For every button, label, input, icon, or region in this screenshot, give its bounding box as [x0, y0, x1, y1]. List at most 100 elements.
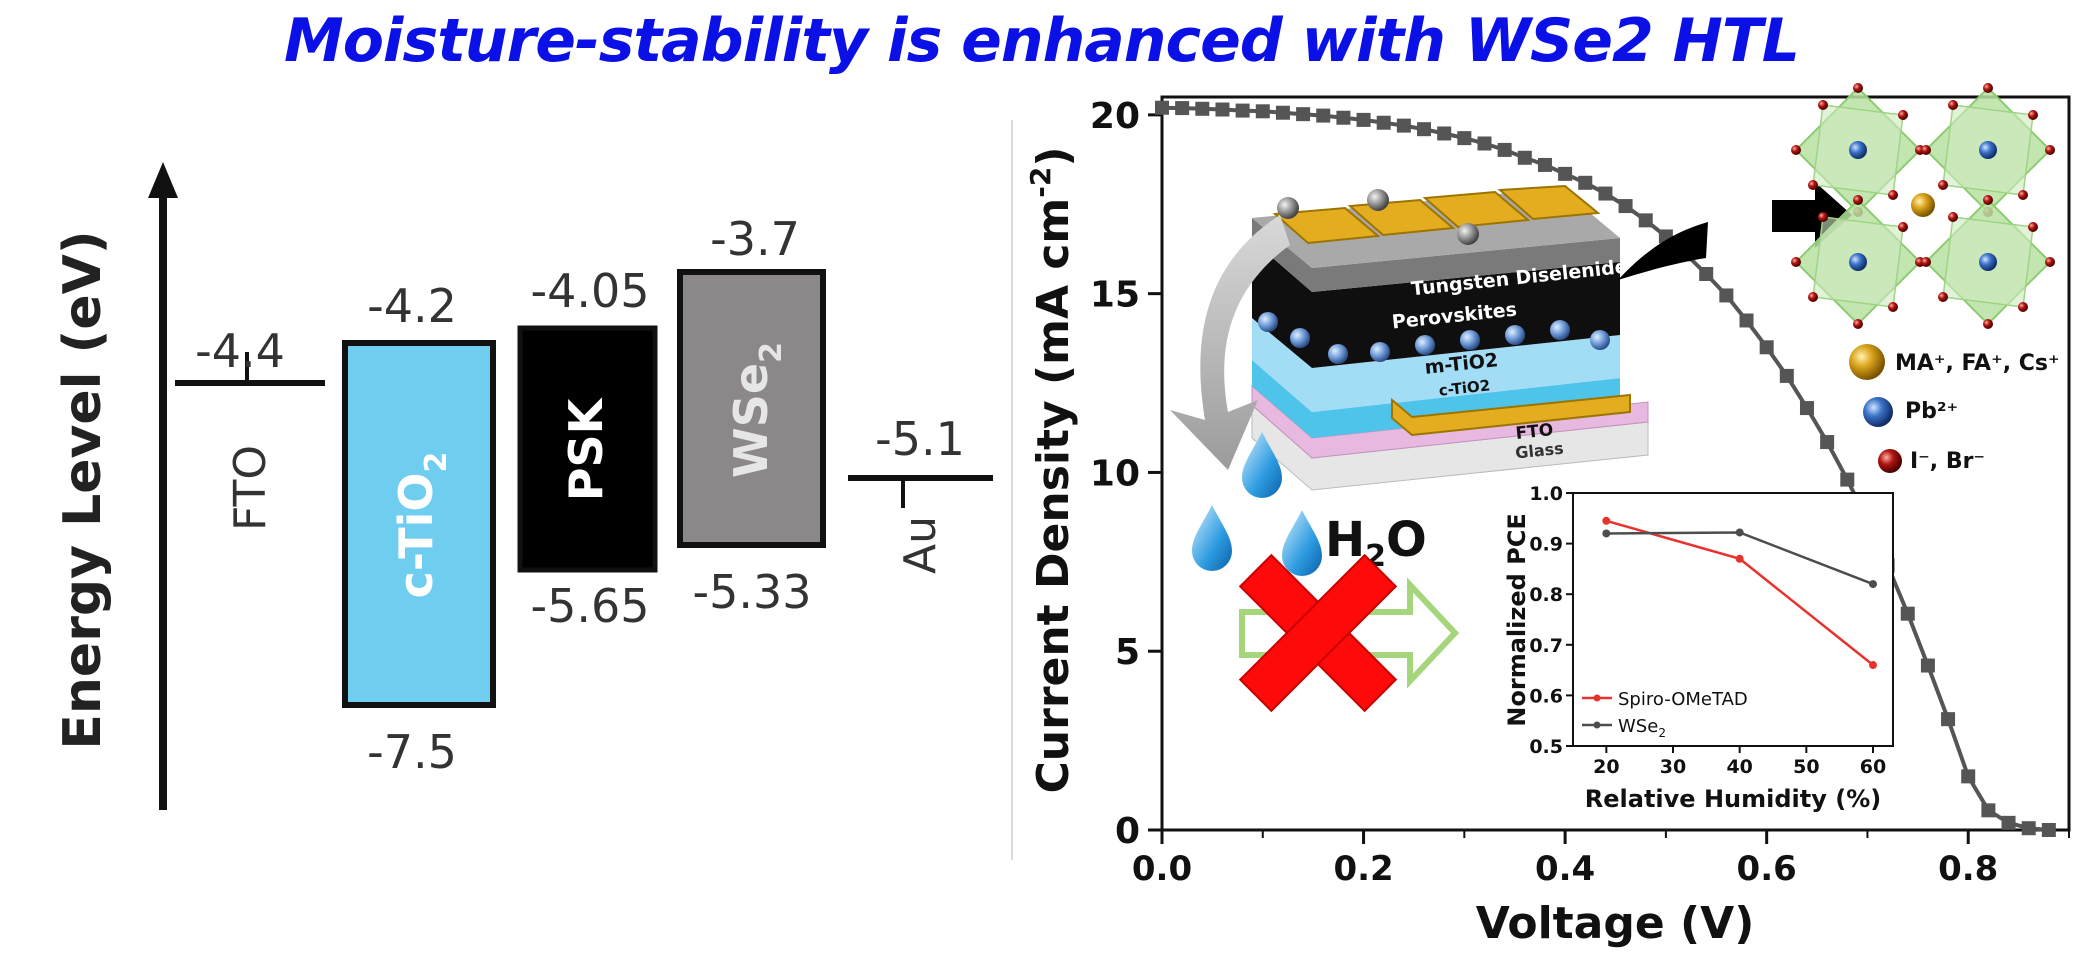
jv-data-point [1598, 186, 1613, 201]
wse2-band-top-value: -3.7 [710, 212, 800, 266]
perovskite-layer [1252, 240, 1620, 368]
energy-axis-label: Energy Level (eV) [53, 230, 113, 749]
inset-legend-marker-wse2 [1593, 721, 1601, 729]
au-level-value: -5.1 [875, 412, 965, 466]
wse2-band-name: WSe [724, 363, 778, 478]
callout-swoosh [1618, 222, 1708, 280]
jv-data-point [1840, 472, 1855, 487]
jv-y-axis-label-main: Current Density (mA cm [1028, 198, 1079, 794]
jv-data-point [1578, 175, 1593, 190]
red-cross-icon [1238, 553, 1398, 713]
jv-x-tick-label: 0.0 [1132, 849, 1192, 889]
b-site-ion-icon [1979, 141, 1997, 159]
jv-data-point [1517, 150, 1532, 165]
inset-legend-label-wse2-main: WSe [1618, 716, 1658, 737]
inset-legend: Spiro-OMeTAD WSe2 [1582, 689, 1748, 740]
ion-legend-label-2: Pb²⁺ [1905, 399, 1958, 424]
energy-axis-arrowhead [148, 162, 178, 198]
water-ingress-arrow-icon [1170, 215, 1290, 470]
electrode-1 [1272, 206, 1381, 245]
jv-y-axis-label: Current Density (mA cm-2) [1024, 146, 1079, 793]
inset-legend-marker-spiro [1593, 694, 1601, 702]
jv-data-point [1739, 313, 1754, 328]
fto-layer-label: FTO [1515, 420, 1555, 444]
a-site-cation-icon [1911, 193, 1935, 217]
jv-data-point [1920, 658, 1935, 673]
wse2-band-label: WSe2 [724, 342, 789, 478]
jv-data-point [1799, 401, 1814, 416]
jv-data-point [1820, 435, 1835, 450]
inset-legend-label-wse2: WSe2 [1618, 716, 1666, 740]
x-site-ion-icon [1853, 83, 1863, 93]
jv-y-tick-label: 5 [1115, 632, 1140, 673]
jv-data-point [1195, 101, 1210, 116]
jv-y-tick-label: 15 [1090, 275, 1140, 316]
inset-series-markers [1602, 516, 1877, 670]
jv-data-point [2041, 823, 2056, 837]
inset-background [1573, 493, 1893, 746]
inset-y-tick-label: 0.7 [1529, 635, 1563, 657]
surface-sphere-1 [1277, 197, 1299, 219]
ctio2-layer [1252, 360, 1620, 438]
inset-ticks: 20 30 40 50 60 0.5 0.6 0.7 0.8 0.9 1.0 [1529, 483, 1886, 778]
electrode-3 [1422, 190, 1531, 229]
water-drops [1192, 432, 1322, 576]
jv-data-point [1759, 340, 1774, 355]
jv-data-point [1215, 102, 1230, 117]
jv-data-point [1779, 368, 1794, 383]
inset-y-tick-label: 0.8 [1529, 584, 1563, 606]
surface-sphere-2 [1367, 189, 1389, 211]
jv-data-point [1457, 131, 1472, 146]
inset-plot-frame [1572, 492, 1894, 747]
ctio2-band [342, 340, 496, 708]
inset-y-tick-label: 0.9 [1529, 534, 1563, 556]
gold-sphere-icon [1849, 344, 1885, 380]
x-site-ion-icon [1791, 257, 1801, 267]
inset-pce-chart: 20 30 40 50 60 0.5 0.6 0.7 0.8 0.9 1.0 Relative Hu… [1503, 483, 1894, 813]
jv-data-point [1336, 110, 1351, 125]
x-site-ion-icon [2018, 302, 2028, 312]
x-site-ion-icon [1938, 292, 1948, 302]
jv-data-point [1417, 122, 1432, 137]
inset-y-tick-label: 0.5 [1529, 736, 1563, 758]
jv-data-point [1356, 112, 1371, 127]
ion-legend: MA⁺, FA⁺, Cs⁺ Pb²⁺ I⁻, Br⁻ [1849, 344, 2060, 474]
energy-diagram: Energy Level (eV) -4.4 FTO -4.2 -7.5 c-T… [53, 162, 993, 810]
inset-y-tick-label: 1.0 [1529, 483, 1563, 505]
inset-data-point [1602, 529, 1611, 538]
x-site-ion-icon [1948, 100, 1958, 110]
jv-x-tick-label: 0.8 [1938, 849, 1998, 889]
jv-data-point [1941, 712, 1956, 727]
x-site-ion-icon [2028, 222, 2038, 232]
bottom-electrode [1391, 393, 1631, 437]
x-site-ion-icon [1983, 195, 1993, 205]
water-drop-icon [1192, 505, 1232, 571]
jv-data-point [1638, 213, 1653, 228]
psk-band-bottom-value: -5.65 [530, 579, 649, 633]
b-site-ion-icon [1979, 253, 1997, 271]
x-site-ion-icon [1898, 222, 1908, 232]
jv-data-point [2021, 821, 2036, 836]
x-site-ion-icon [1921, 257, 1931, 267]
inset-data-point [1735, 528, 1744, 537]
x-site-ion-icon [2018, 190, 2028, 200]
jv-data-point [1497, 142, 1512, 157]
jv-y-tick-label: 0 [1115, 811, 1140, 852]
ctio2-band-name: c-TiO [389, 473, 443, 599]
psk-band-top-value: -4.05 [530, 264, 649, 318]
inset-legend-label-spiro: Spiro-OMeTAD [1618, 689, 1748, 710]
jv-data-point [1537, 157, 1552, 172]
jv-data-point [2001, 815, 2016, 830]
jv-data-point [1396, 118, 1411, 133]
jv-data-point [1275, 105, 1290, 120]
x-site-ion-icon [1938, 180, 1948, 190]
jv-data-point [1477, 136, 1492, 151]
inset-x-tick-label: 50 [1793, 756, 1819, 778]
b-site-ion-icon [1849, 253, 1867, 271]
inset-data-point [1869, 661, 1877, 670]
jv-ticks: 0.0 0.2 0.4 0.6 0.8 0 5 10 15 20 [1090, 96, 2070, 889]
au-level-name: Au [895, 516, 946, 574]
water-label-main: H [1325, 512, 1365, 568]
jv-plot-frame [1160, 95, 2071, 832]
